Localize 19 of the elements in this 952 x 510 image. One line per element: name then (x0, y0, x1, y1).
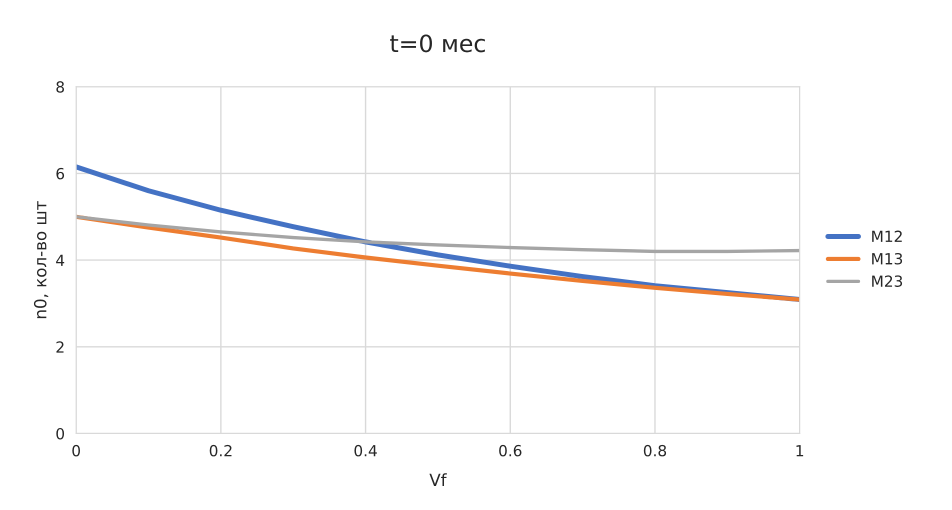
y-tick-label: 6 (56, 168, 64, 180)
legend-label: M13 (872, 252, 902, 265)
x-axis-title: Vf (429, 473, 447, 486)
x-tick-label: 1 (796, 445, 804, 456)
y-tick-label: 0 (56, 428, 64, 440)
y-tick-label: 4 (56, 254, 64, 266)
legend-label: M23 (872, 275, 902, 287)
chart-title: t=0 мес (390, 34, 485, 52)
line-series (76, 215, 800, 254)
x-tick-label: 0.8 (644, 444, 666, 456)
x-tick-label: 0.6 (499, 444, 522, 456)
x-tick-label: 0.2 (210, 444, 232, 456)
x-tick-label: 0 (72, 444, 80, 456)
y-tick-label: 2 (56, 341, 64, 353)
line-series (76, 214, 800, 302)
y-axis-title: n0, кол-во шт (34, 201, 48, 318)
legend-label: M12 (872, 230, 902, 242)
x-tick-label: 0.4 (354, 444, 377, 456)
y-tick-label: 8 (56, 81, 64, 93)
